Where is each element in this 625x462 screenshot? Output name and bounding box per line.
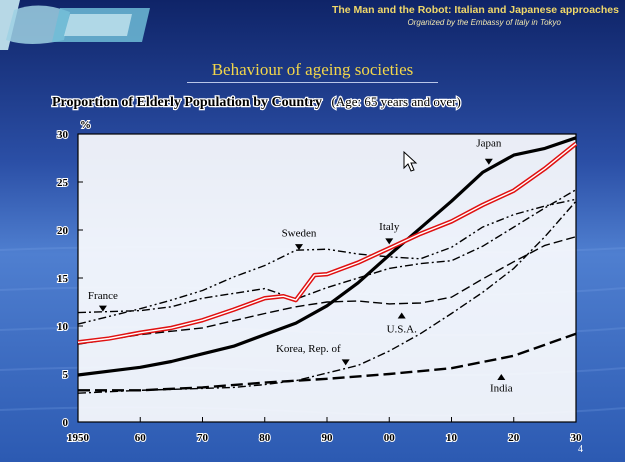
series-label-korea-rep-of: Korea, Rep. of	[276, 343, 341, 355]
x-tick-label-1990: 90	[322, 432, 334, 444]
x-tick-label-2010: 10	[446, 432, 458, 444]
y-tick-label-0: 0	[63, 417, 69, 429]
x-tick-label-1960: 60	[135, 432, 147, 444]
x-tick-label-2020: 20	[508, 432, 520, 444]
title-underline	[187, 82, 438, 83]
y-tick-label-10: 10	[57, 321, 69, 333]
series-label-u-s-a: U.S.A.	[387, 324, 418, 336]
slide-title: Behaviour of ageing societies	[0, 60, 625, 80]
conference-organizer: Organized by the Embassy of Italy in Tok…	[407, 18, 561, 27]
chart-title: Proportion of Elderly Population by Coun…	[52, 94, 461, 110]
conference-title: The Man and the Robot: Italian and Japan…	[332, 4, 619, 16]
elderly-population-chart: Proportion of Elderly Population by Coun…	[0, 88, 625, 462]
chart-subtitle: (Age: 65 years and over)	[332, 94, 461, 109]
x-tick-label-2000: 00	[384, 432, 396, 444]
series-label-sweden: Sweden	[282, 228, 317, 240]
y-axis-label: %	[80, 119, 91, 131]
chart-title-main: Proportion of Elderly Population by Coun…	[52, 95, 322, 110]
x-tick-label-1980: 80	[259, 432, 271, 444]
enea-logo	[0, 0, 160, 50]
series-label-india: India	[490, 382, 513, 394]
x-tick-label-2030: 30	[571, 432, 583, 444]
series-label-italy: Italy	[379, 221, 400, 233]
series-label-japan: Japan	[476, 137, 502, 149]
x-tick-label-1970: 70	[197, 432, 209, 444]
x-tick-label-1950: 1950	[67, 432, 90, 444]
y-tick-label-30: 30	[57, 129, 69, 141]
y-tick-label-5: 5	[63, 369, 69, 381]
svg-text:Proportion of Elderly Populati: Proportion of Elderly Population by Coun…	[52, 94, 461, 110]
y-tick-label-20: 20	[57, 225, 69, 237]
page-number: 4	[578, 444, 583, 455]
series-label-france: France	[88, 290, 118, 302]
y-tick-label-25: 25	[57, 177, 69, 189]
y-tick-label-15: 15	[57, 273, 69, 285]
